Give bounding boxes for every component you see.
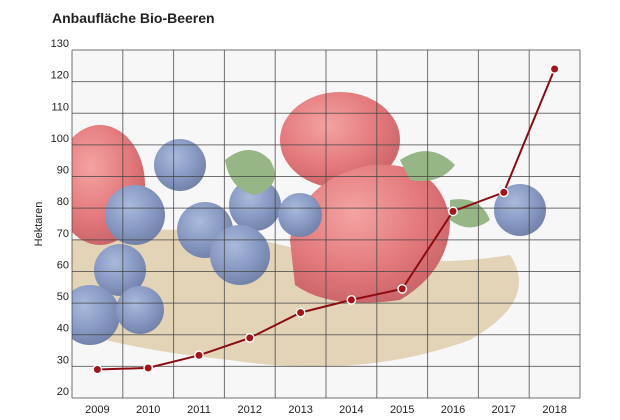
y-tick-label: 50: [57, 291, 69, 303]
data-points: [92, 64, 560, 375]
y-tick-label: 90: [57, 165, 69, 177]
y-tick-label: 80: [57, 196, 69, 208]
x-axis-ticks: 2009 2010 2011 2012 2013 2014 2015 2016 2017 2018: [85, 404, 567, 416]
y-tick-label: 100: [51, 133, 69, 145]
x-tick-label: 2017: [492, 404, 516, 416]
x-tick-label: 2009: [85, 404, 109, 416]
y-tick-label: 30: [57, 354, 69, 366]
data-point: [498, 187, 509, 198]
x-tick-label: 2011: [187, 404, 211, 416]
series-line: [97, 68, 556, 371]
x-tick-label: 2016: [441, 404, 465, 416]
berries-background-image: [72, 50, 580, 398]
x-tick-label: 2018: [542, 404, 566, 416]
data-point: [92, 364, 103, 375]
y-tick-label: 70: [57, 228, 69, 240]
y-tick-label: 120: [51, 70, 69, 82]
data-point: [194, 350, 204, 361]
y-tick-label: 110: [51, 101, 69, 113]
data-point: [143, 363, 154, 373]
x-tick-label: 2014: [339, 404, 363, 416]
data-point: [244, 332, 255, 343]
y-tick-label: 60: [57, 259, 69, 271]
data-point: [448, 206, 458, 217]
x-tick-label: 2015: [390, 404, 414, 416]
x-tick-label: 2010: [136, 404, 160, 416]
y-axis-label: Hektaren: [33, 202, 45, 247]
y-tick-label: 40: [57, 323, 69, 335]
y-tick-label: 20: [57, 386, 69, 398]
data-point: [549, 64, 560, 74]
x-tick-label: 2012: [238, 404, 262, 416]
y-axis-ticks: 20 30 40 50 60 70 80 90 100 110 120 130: [51, 38, 69, 398]
y-tick-label: 130: [51, 38, 69, 50]
data-point: [397, 283, 408, 294]
data-point: [346, 295, 357, 305]
x-tick-label: 2013: [288, 404, 312, 416]
chart-title: Anbaufläche Bio-Beeren: [52, 10, 215, 26]
data-point: [295, 307, 306, 318]
